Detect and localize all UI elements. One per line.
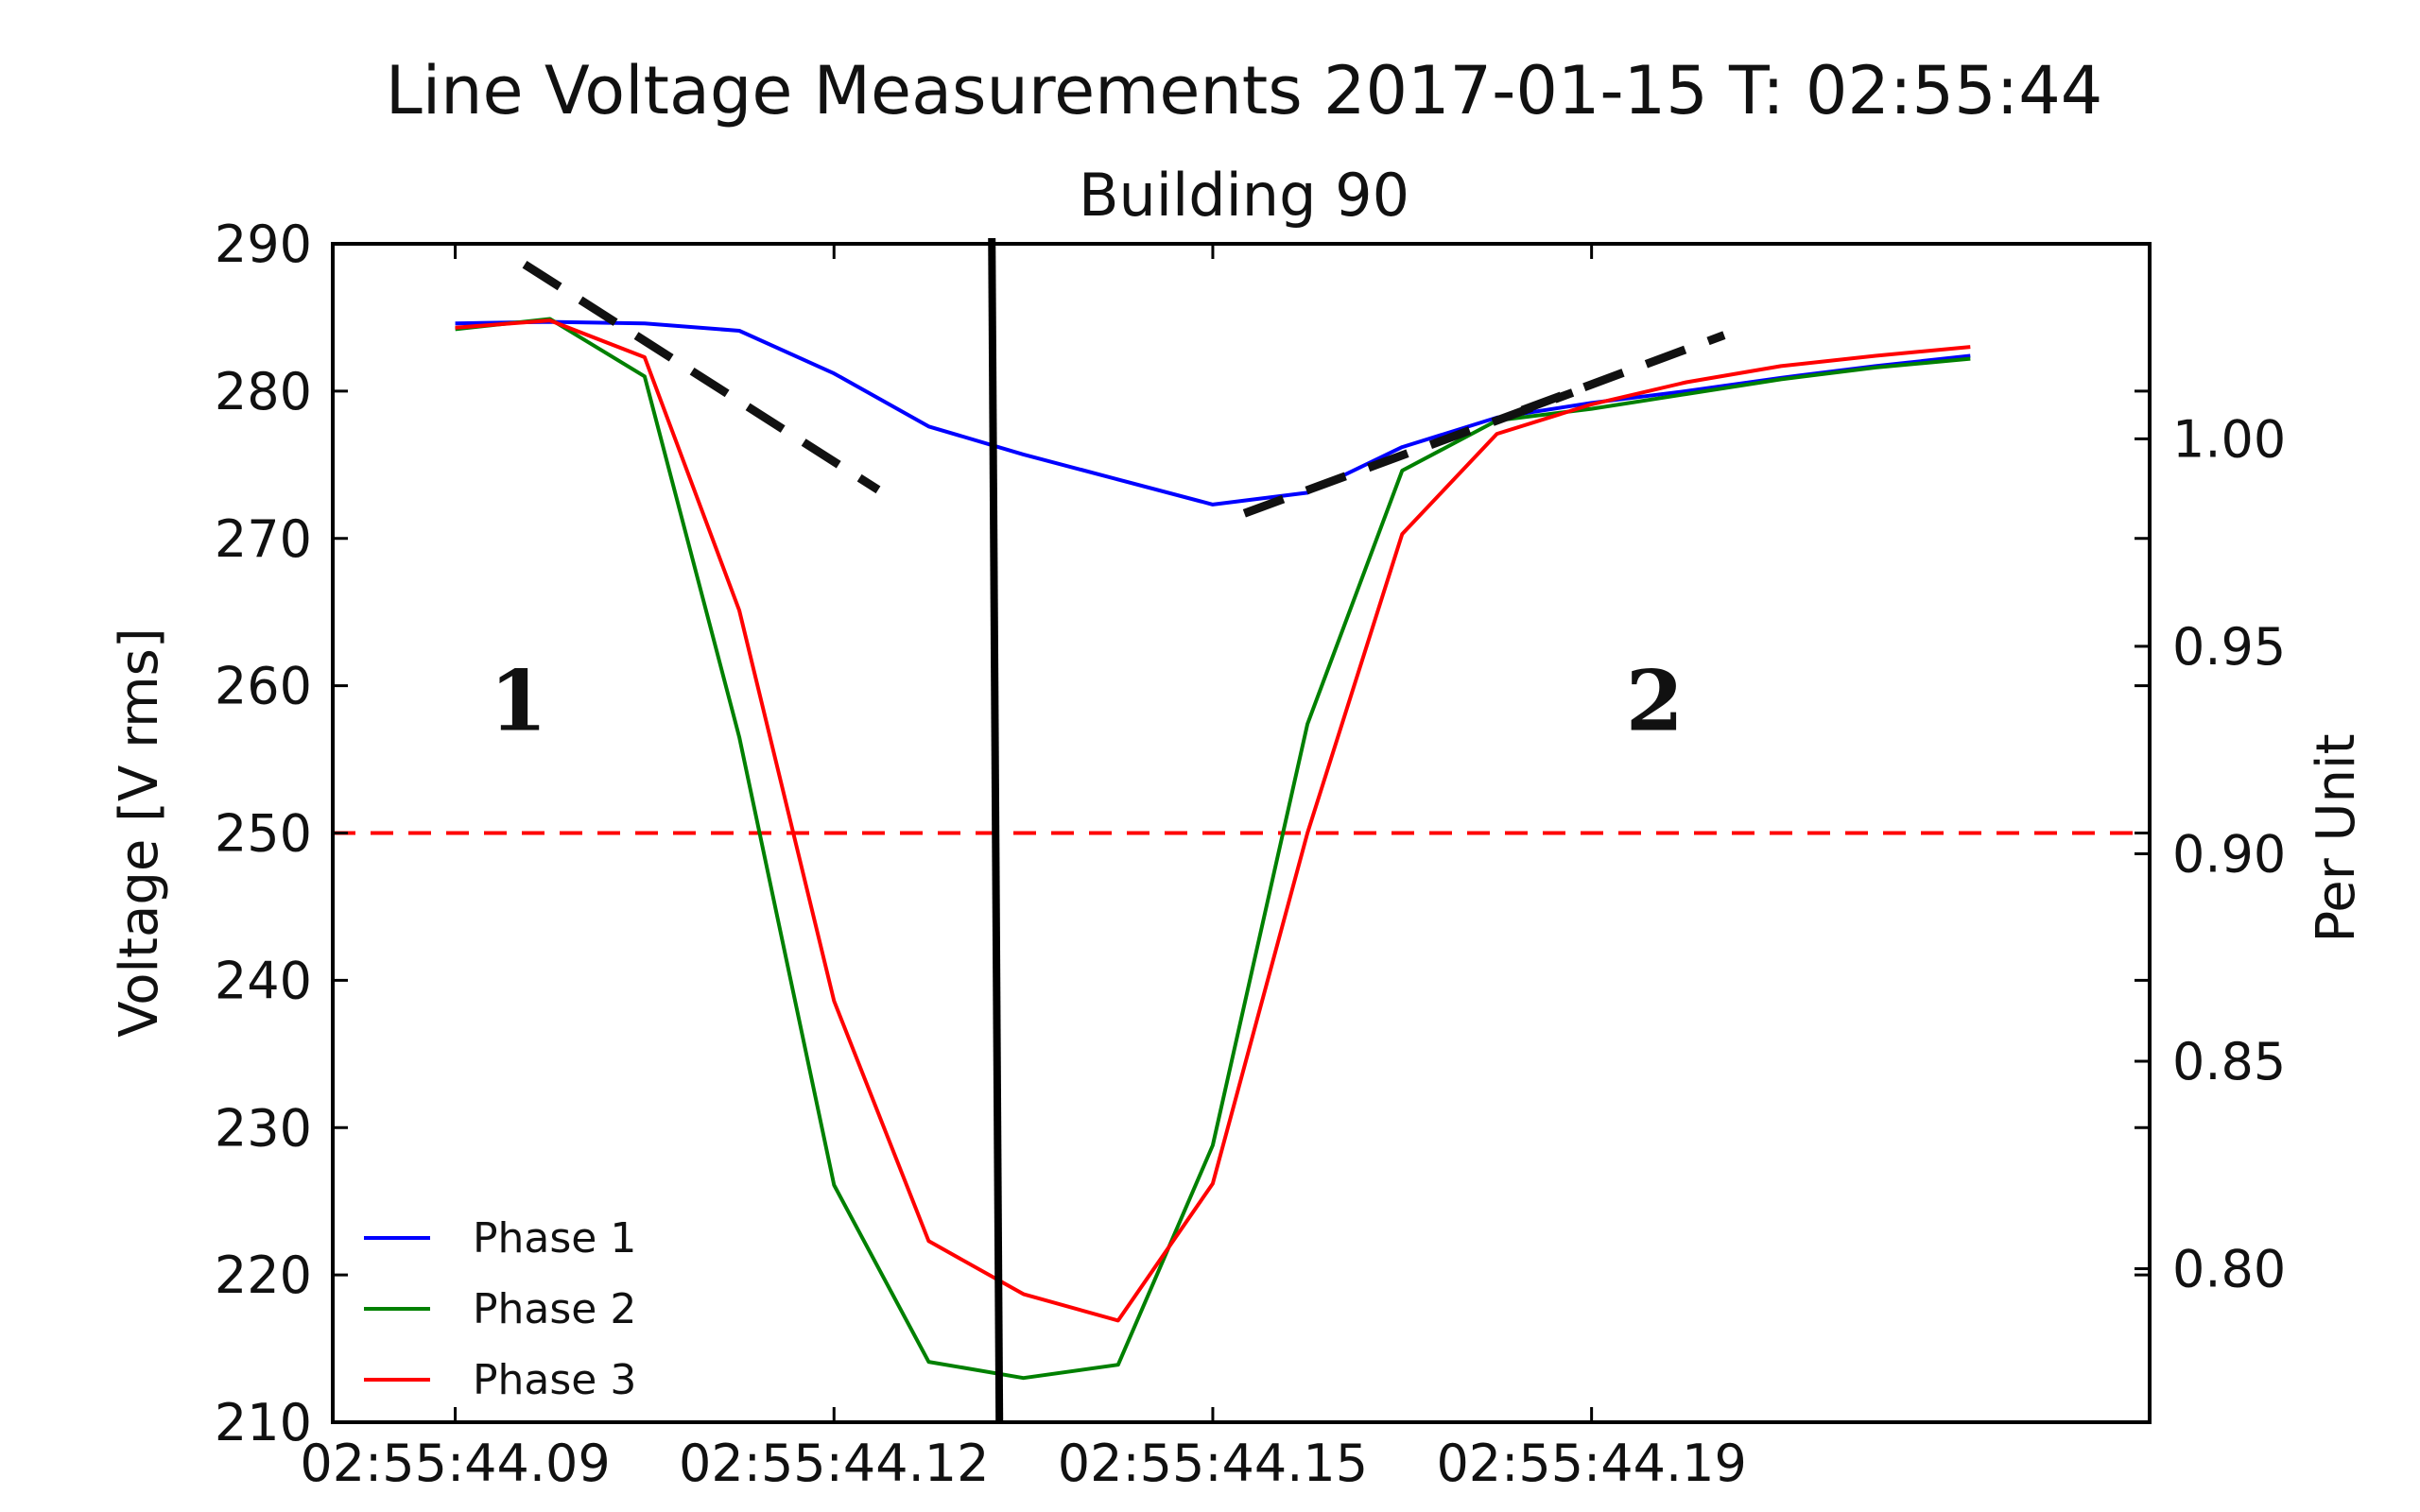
y-tick-label: 250 [215,804,312,864]
y2-tick-label: 0.95 [2172,617,2286,677]
vertical-marker-layer [988,237,1004,1423]
y2-tick-label: 0.80 [2172,1240,2286,1299]
x-tick-label: 02:55:44.15 [1058,1434,1368,1493]
left-y-axis: 210 220 230 240 250 260 270 280 290 [215,215,2150,1452]
y-tick-label: 270 [215,509,312,569]
legend-label-phase-2: Phase 2 [473,1285,636,1333]
region-annotation-1: 1 [490,651,547,749]
trend-line-1 [522,261,881,494]
y2-tick-label: 1.00 [2172,409,2286,469]
series-layer [455,317,1971,1381]
y-tick-label: 240 [215,951,312,1010]
legend-label-phase-3: Phase 3 [473,1356,636,1404]
y2-axis-label: Per Unit [2306,733,2367,942]
chart-subtitle: Building 90 [1079,161,1409,230]
y-tick-label: 280 [215,362,312,421]
y-tick-label: 220 [215,1246,312,1305]
series-line-phase-2 [455,317,1971,1381]
y2-tick-label: 0.90 [2172,824,2286,884]
y-axis-label: Voltage [V rms] [109,627,170,1037]
series-line-phase-1 [455,319,1971,507]
trend-line-layer [522,261,1726,518]
x-tick-label: 02:55:44.19 [1436,1434,1746,1493]
x-axis: 02:55:44.09 02:55:44.12 02:55:44.15 02:55:4… [300,244,1747,1493]
y-tick-label: 230 [215,1098,312,1158]
x-tick-label: 02:55:44.09 [300,1434,610,1493]
y-tick-label: 290 [215,215,312,274]
region-annotation-2: 2 [1626,651,1684,749]
trend-line-3 [1520,331,1726,415]
x-tick-label: 02:55:44.12 [679,1434,989,1493]
trend-line-2 [1242,388,1575,518]
right-y-axis: 0.80 0.85 0.90 0.95 1.00 [2135,409,2286,1299]
legend-label-phase-1: Phase 1 [473,1214,636,1263]
chart-title: Line Voltage Measurements 2017-01-15 T: … [386,52,2103,129]
y2-tick-label: 0.85 [2172,1032,2286,1091]
y-tick-label: 210 [215,1393,312,1452]
series-line-phase-3 [455,318,1971,1323]
legend: Phase 1 Phase 2 Phase 3 [364,1214,636,1404]
y-tick-label: 260 [215,657,312,716]
vertical-marker-line [988,237,1004,1423]
